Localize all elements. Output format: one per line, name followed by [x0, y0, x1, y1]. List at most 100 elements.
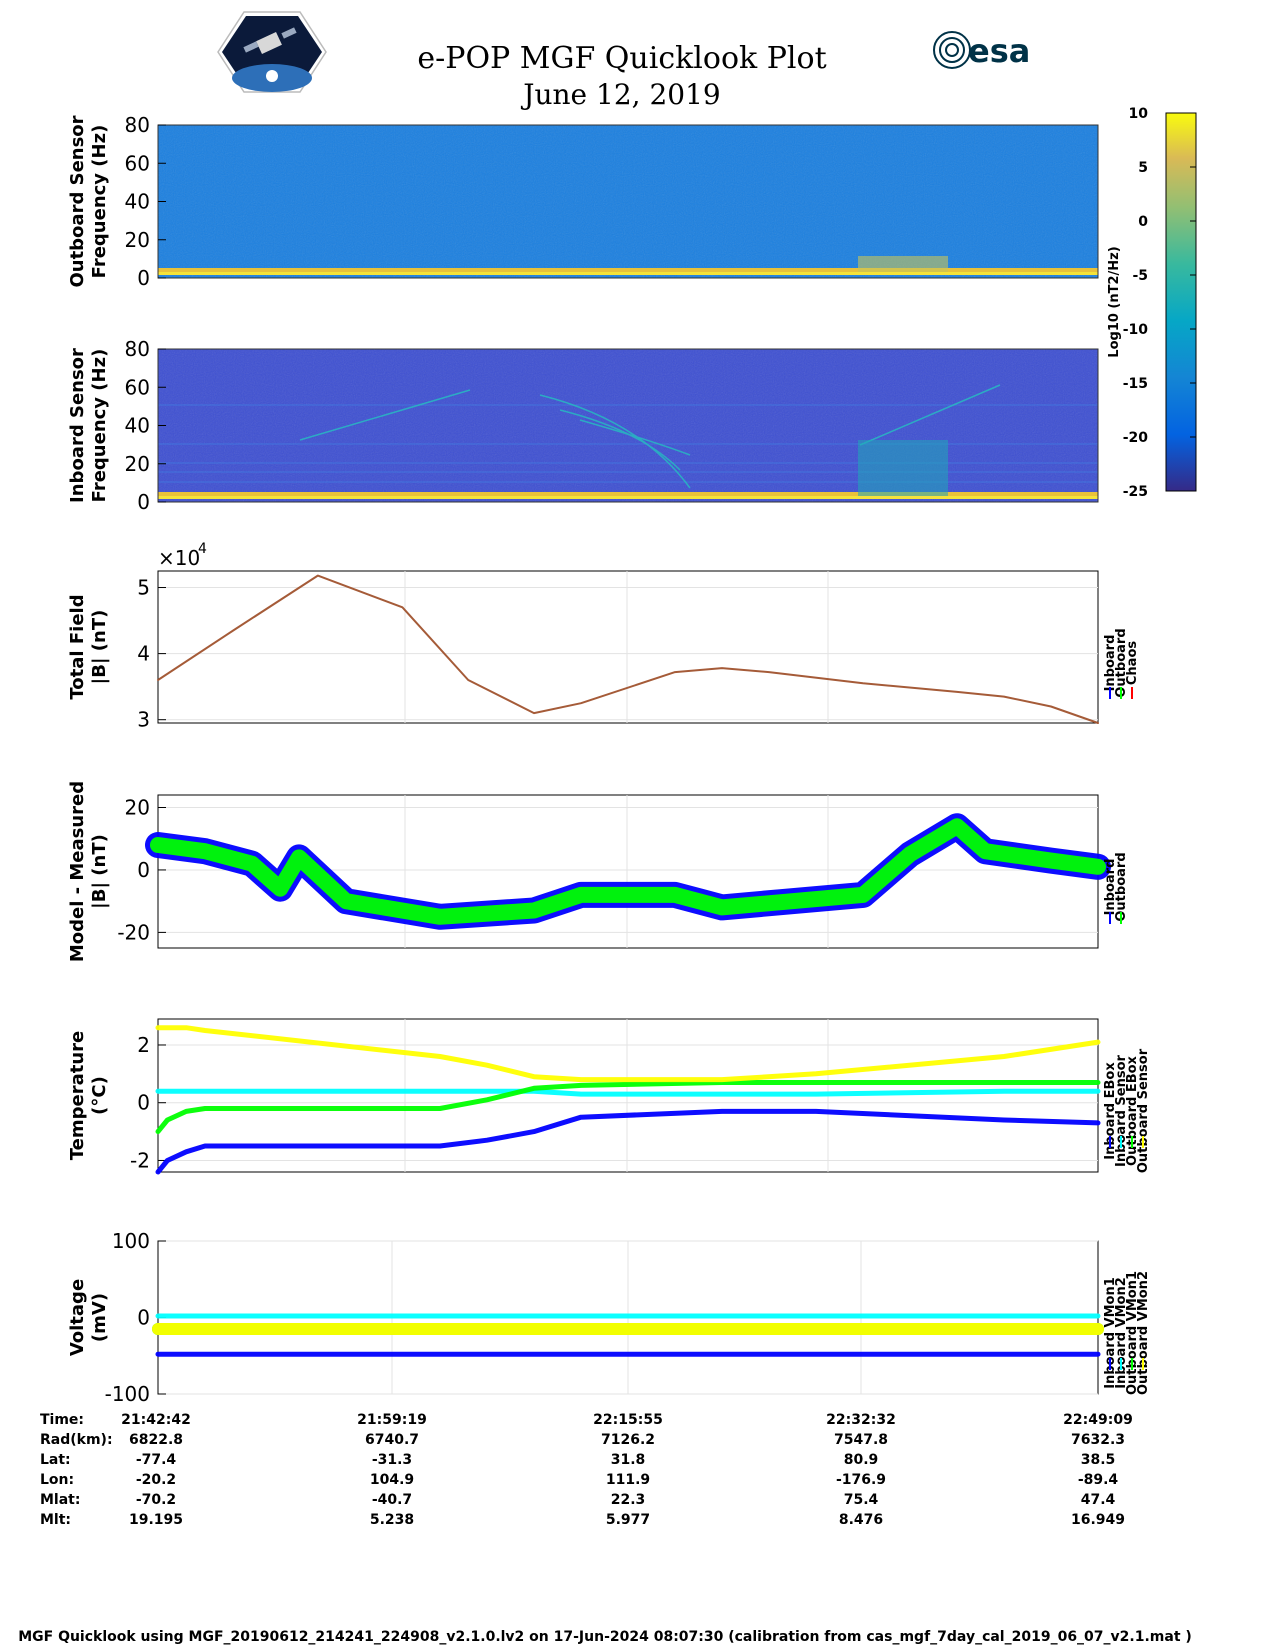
ephemeris-cell: 7632.3: [1071, 1432, 1125, 1448]
colorbar-tick-label: 0: [1138, 214, 1148, 230]
cassiope-logo: [217, 11, 327, 93]
series-line-inboard-ebox: [155, 1108, 1101, 1175]
colorbar-label: Log10 (nT2/Hz): [1107, 246, 1122, 357]
legend-label: Outboard EBox: [1125, 1055, 1140, 1165]
y-tick-label: 60: [125, 151, 150, 175]
ephemeris-cell: 111.9: [606, 1472, 650, 1488]
ephemeris-cell: 21:42:42: [121, 1412, 191, 1428]
ephemeris-cell: 80.9: [844, 1452, 879, 1468]
y-axis-label: Voltage(mV): [67, 1279, 110, 1356]
ephemeris-cell: 22:49:09: [1063, 1412, 1133, 1428]
ephemeris-row-label: Mlt:: [40, 1512, 71, 1528]
y-tick-label: 40: [125, 190, 150, 214]
inboard-spectrogram-panel: 80 60 40 20 0 Inboard SensorFrequency (Hz): [67, 337, 1099, 514]
y-tick-label: -2: [130, 1148, 150, 1172]
plot-frame: [157, 570, 1099, 724]
plot-date: June 12, 2019: [520, 78, 720, 111]
ephemeris-cell: -31.3: [372, 1452, 412, 1468]
ephemeris-cell: -176.9: [836, 1472, 886, 1488]
ephemeris-cell: 47.4: [1081, 1492, 1116, 1508]
series-line-chaos: [157, 574, 1099, 724]
y-tick-label: 4: [137, 642, 150, 666]
ephemeris-cell: 22:32:32: [826, 1412, 896, 1428]
y-axis-label: Model - Measured|B| (nT): [67, 781, 110, 962]
inboard-spectrogram-noise: [158, 349, 1098, 502]
y-tick-label: 0: [137, 266, 150, 290]
legend-label: Inboard VMon2: [1114, 1277, 1129, 1389]
outboard-low-freq-peak: [158, 272, 1098, 275]
ephemeris-cell: 21:59:19: [357, 1412, 427, 1428]
outboard-spectrogram-panel: 80 60 40 20 0 Outboard SensorFrequency (Hz): [67, 113, 1099, 290]
ephemeris-cell: 8.476: [839, 1512, 883, 1528]
ephemeris-row-label: Lon:: [40, 1472, 74, 1488]
ephemeris-cell: 16.949: [1071, 1512, 1125, 1528]
inboard-low-freq-peak: [158, 496, 1098, 499]
colorbar: 10 5 0 -5 -10 -15 -20 -25 Log10 (nT2/Hz): [1107, 106, 1197, 500]
esa-logo-text: esa: [968, 32, 1030, 70]
ephemeris-row-label: Mlat:: [40, 1492, 80, 1508]
colorbar-tick-label: -10: [1123, 322, 1149, 338]
series-line-inboard-sensor: [155, 1088, 1101, 1097]
legend-label: Chaos: [1125, 641, 1140, 685]
ephemeris-cell: -70.2: [136, 1492, 176, 1508]
y-tick-label: 20: [125, 228, 150, 252]
colorbar-tick-label: -20: [1123, 430, 1149, 446]
outboard-low-freq-band: [158, 268, 1098, 274]
legend-label: Inboard Sensor: [1114, 1054, 1129, 1166]
ephemeris-cell: 7547.8: [834, 1432, 888, 1448]
y-tick-label: 0: [137, 1306, 150, 1330]
ephemeris-cell: 6740.7: [365, 1432, 419, 1448]
outboard-spectrogram-noise: [158, 125, 1098, 278]
ephemeris-cell: -20.2: [136, 1472, 176, 1488]
colorbar-tick-label: 10: [1129, 106, 1149, 122]
inboard-low-freq-band: [158, 492, 1098, 499]
colorbar-tick-label: -5: [1132, 268, 1148, 284]
ephemeris-cell: 104.9: [370, 1472, 414, 1488]
legend-label: Inboard VMon1: [1103, 1277, 1118, 1389]
inboard-whistler-traces: [299, 384, 1001, 489]
ephemeris-cell: 31.8: [611, 1452, 646, 1468]
y-tick-label: 100: [112, 1229, 150, 1253]
ephemeris-row-label: Time:: [40, 1412, 84, 1428]
colorbar-tick-label: -15: [1123, 376, 1148, 392]
total-field-panel: 5 4 3 Total Field|B| (nT) InboardOutboardCha…: [67, 541, 1140, 732]
series-line-outboard-ebox: [155, 1080, 1101, 1135]
legend-label: Outboard: [1114, 852, 1129, 921]
colorbar-gradient: [1165, 112, 1197, 492]
outboard-burst-region: [858, 256, 948, 272]
y-tick-label: 80: [125, 113, 150, 137]
y-tick-label: -100: [105, 1382, 150, 1406]
plot-title: e-POP MGF Quicklook Plot: [417, 41, 826, 76]
y-tick-label: 2: [137, 1033, 150, 1057]
ephemeris-cell: 5.977: [606, 1512, 650, 1528]
series-line-outboard: [150, 818, 1106, 925]
legend-label: Outboard Sensor: [1136, 1048, 1151, 1173]
ephemeris-row-label: Lat:: [40, 1452, 71, 1468]
y-tick-label: 0: [137, 490, 150, 514]
legend-label: Inboard: [1103, 635, 1118, 692]
ephemeris-cell: 38.5: [1081, 1452, 1116, 1468]
y-tick-label: 80: [125, 337, 150, 361]
y-axis-label: Total Field|B| (nT): [67, 594, 110, 699]
inboard-burst-region: [858, 440, 948, 496]
y-tick-label: 0: [137, 858, 150, 882]
legend-label: Inboard: [1103, 859, 1118, 916]
ephemeris-cell: -77.4: [136, 1452, 177, 1468]
ephemeris-cell: 7126.2: [601, 1432, 655, 1448]
ephemeris-row-label: Rad(km):: [40, 1432, 113, 1448]
ephemeris-cell: 6822.8: [129, 1432, 183, 1448]
legend-label: Inboard EBox: [1103, 1062, 1118, 1160]
legend-label: Outboard VMon1: [1125, 1271, 1140, 1395]
spectrogram-y-axis-label: Outboard SensorFrequency (Hz): [67, 115, 110, 287]
y-tick-label: -20: [117, 920, 150, 944]
footer-text: MGF Quicklook using MGF_20190612_214241_…: [18, 1629, 1192, 1645]
exponent-superscript: 4: [198, 541, 207, 557]
esa-logo: esa: [933, 31, 1030, 70]
y-tick-label: 20: [125, 795, 150, 819]
legend-label: Outboard: [1114, 628, 1129, 697]
ephemeris-cell: 22:15:55: [593, 1412, 663, 1428]
y-tick-label: 0: [137, 1091, 150, 1115]
y-axis-label: Temperature(°C): [67, 1031, 110, 1160]
model-measured-panel: 20 0 -20 Model - Measured|B| (nT) InboardOut…: [67, 781, 1129, 962]
